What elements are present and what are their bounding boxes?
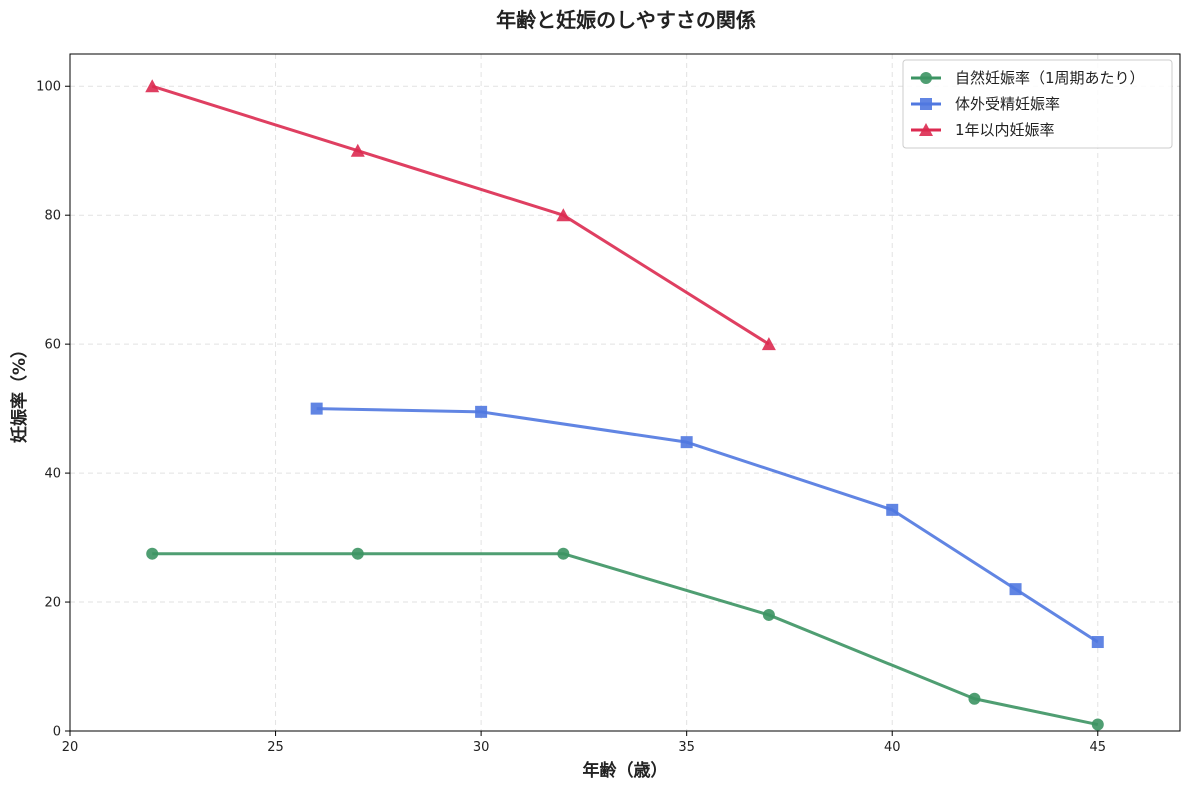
y-tick-label: 80 — [44, 209, 61, 224]
y-axis: 0 20 40 60 80 100 — [36, 80, 70, 740]
data-point — [475, 405, 488, 418]
x-tick-label: 35 — [678, 740, 695, 755]
x-axis-label: 年齢（歳） — [583, 760, 668, 781]
series-2 — [310, 402, 1104, 649]
x-tick-label: 40 — [884, 740, 901, 755]
y-tick-label: 40 — [44, 467, 61, 482]
y-tick-label: 100 — [36, 80, 61, 95]
y-tick-label: 20 — [44, 596, 61, 611]
data-point — [886, 503, 899, 516]
chart-title: 年齢と妊娠のしやすさの関係 — [496, 8, 756, 32]
series-1 — [146, 547, 1104, 731]
series-line — [151, 84, 770, 346]
data-point — [145, 79, 160, 93]
legend-box — [902, 59, 1173, 149]
data-point — [350, 143, 365, 157]
series-3 — [145, 79, 776, 351]
legend-label: 自然妊娠率（1周期あたり） — [955, 69, 1145, 87]
x-tick-label: 20 — [62, 740, 79, 755]
data-point — [1091, 718, 1104, 731]
data-point — [680, 436, 693, 449]
x-tick-label: 45 — [1090, 740, 1107, 755]
legend-marker — [919, 123, 933, 136]
x-axis: 20 25 30 35 40 45 — [62, 731, 1106, 755]
legend-label: 1年以内妊娠率 — [955, 121, 1055, 139]
legend-item: 体外受精妊娠率 — [911, 95, 1060, 113]
legend-label: 体外受精妊娠率 — [955, 95, 1060, 113]
data-point — [762, 608, 775, 621]
data-point — [1009, 583, 1022, 596]
data-point — [557, 547, 570, 560]
series-line — [316, 407, 1099, 644]
data-point — [351, 547, 364, 560]
legend-item: 1年以内妊娠率 — [911, 121, 1055, 139]
legend-item: 自然妊娠率（1周期あたり） — [911, 69, 1145, 87]
y-axis-label: 妊娠率（%） — [9, 341, 30, 443]
x-tick-label: 25 — [267, 740, 284, 755]
data-point — [1091, 636, 1104, 649]
y-tick-label: 60 — [44, 338, 61, 353]
data-point — [146, 547, 159, 560]
legend-marker — [920, 72, 932, 84]
data-point — [556, 208, 571, 222]
x-tick-label: 30 — [473, 740, 490, 755]
y-tick-label: 0 — [53, 725, 61, 740]
data-point — [310, 402, 323, 415]
data-point — [968, 692, 981, 705]
legend-marker — [920, 98, 932, 110]
legend: 自然妊娠率（1周期あたり） 体外受精妊娠率 1年以内妊娠率 — [902, 59, 1173, 149]
grid — [69, 54, 1180, 732]
plot-area-frame — [69, 53, 1181, 732]
series-line — [152, 552, 1099, 727]
series-layer — [145, 79, 1104, 731]
data-point — [761, 337, 776, 351]
